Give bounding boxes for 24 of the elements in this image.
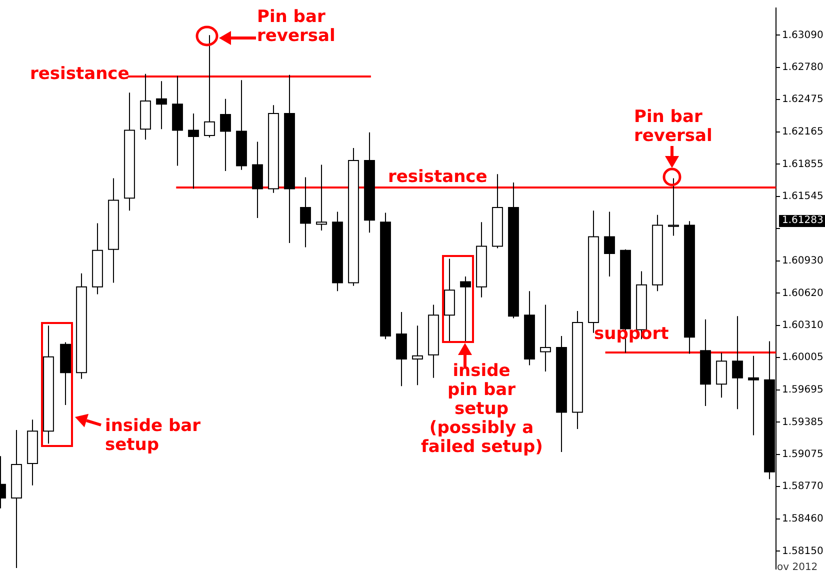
y-tick-label: 1.61545	[782, 191, 824, 202]
y-tick-label: 1.63090	[782, 30, 824, 41]
y-tick-label: 1.59075	[782, 449, 824, 460]
text: 1.61283	[779, 215, 825, 227]
y-tick-label: 1.60620	[782, 288, 824, 299]
y-tick-label: 1.59695	[782, 384, 824, 396]
y-tick-label: 1.62165	[782, 126, 824, 138]
y-tick-label: 1.60930	[782, 255, 824, 266]
y-tick-label: 1.60310	[782, 320, 824, 332]
y-tick-label: 1.60005	[782, 352, 824, 364]
y-tick-label: 1.62475	[782, 94, 824, 106]
annotation: ov 2012	[777, 562, 818, 574]
ref-line-label: resistance	[30, 64, 130, 84]
ref-line-label: resistance	[388, 166, 488, 187]
y-tick-label: 1.62780	[782, 62, 824, 74]
y-tick-label: 1.58770	[782, 481, 824, 492]
y-tick-label: 1.58460	[782, 513, 824, 524]
y-tick-label: 1.59385	[782, 416, 824, 428]
annotation: inside pin bar setup (possibly a failed setup)	[421, 361, 543, 457]
y-tick-label: 1.61855	[782, 158, 824, 170]
annotation: Pin bar reversal	[257, 7, 336, 46]
annotation: inside bar setup	[105, 416, 201, 455]
y-tick-label: 1.58150	[782, 546, 824, 557]
annotation: Pin bar reversal	[634, 107, 712, 146]
